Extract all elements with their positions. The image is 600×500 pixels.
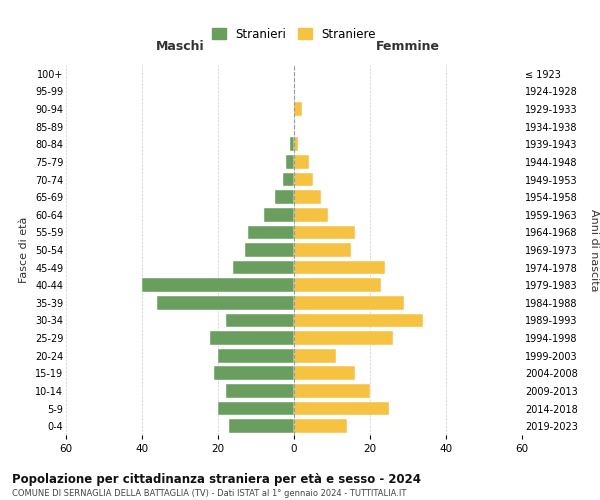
Bar [294,226,355,239]
Bar [294,331,393,345]
Bar [290,138,294,151]
Bar [294,138,298,151]
Bar [294,402,389,415]
Bar [294,190,320,204]
Bar [142,278,294,292]
Bar [294,278,382,292]
Bar [248,226,294,239]
Bar [294,384,370,398]
Text: Popolazione per cittadinanza straniera per età e sesso - 2024: Popolazione per cittadinanza straniera p… [12,472,421,486]
Bar [294,102,302,116]
Bar [294,260,385,274]
Bar [229,420,294,433]
Bar [294,314,423,328]
Text: Femmine: Femmine [376,40,440,52]
Text: COMUNE DI SERNAGLIA DELLA BATTAGLIA (TV) - Dati ISTAT al 1° gennaio 2024 - TUTTI: COMUNE DI SERNAGLIA DELLA BATTAGLIA (TV)… [12,489,406,498]
Bar [294,155,309,169]
Bar [294,420,347,433]
Bar [218,402,294,415]
Bar [294,243,351,257]
Bar [294,296,404,310]
Bar [218,349,294,362]
Bar [211,331,294,345]
Bar [233,260,294,274]
Bar [214,366,294,380]
Bar [294,349,336,362]
Bar [283,172,294,186]
Bar [286,155,294,169]
Bar [275,190,294,204]
Bar [245,243,294,257]
Y-axis label: Fasce di età: Fasce di età [19,217,29,283]
Bar [294,172,313,186]
Bar [294,366,355,380]
Bar [226,314,294,328]
Y-axis label: Anni di nascita: Anni di nascita [589,209,599,291]
Bar [226,384,294,398]
Text: Maschi: Maschi [155,40,205,52]
Bar [157,296,294,310]
Legend: Stranieri, Straniere: Stranieri, Straniere [207,23,381,45]
Bar [263,208,294,222]
Bar [294,208,328,222]
